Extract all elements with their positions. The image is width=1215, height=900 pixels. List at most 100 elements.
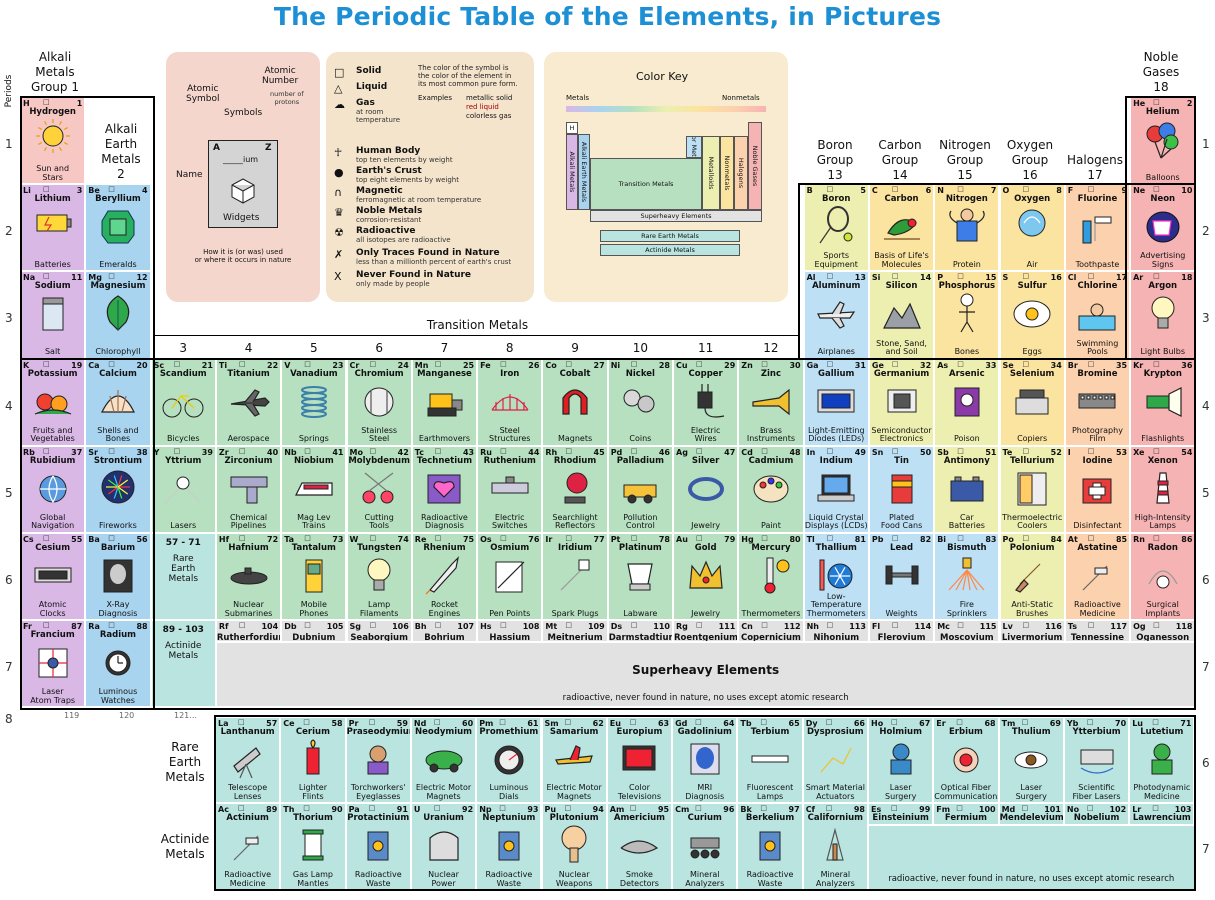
element-lanthanum: La 57 □ Lanthanum Telescope Lenses: [215, 717, 281, 803]
period-number: 2: [5, 224, 13, 239]
element-number: 36: [1181, 360, 1193, 370]
element-name: Copernicium: [740, 633, 801, 643]
element-symbol: Er: [936, 719, 946, 728]
period-number: 6: [1202, 573, 1210, 587]
element-name: Titanium: [227, 368, 270, 379]
key-superheavy-text: Superheavy Elements: [640, 212, 712, 220]
element-number: 48: [789, 447, 801, 457]
element-symbol: Hs: [480, 622, 492, 632]
element-name: Rubidium: [29, 455, 76, 466]
element-symbol: Zn: [741, 360, 753, 370]
element-name: Osmium: [490, 543, 530, 553]
legend-item-title: Liquid: [356, 82, 388, 92]
element-number: 20: [136, 360, 148, 370]
element-number: 118: [1175, 622, 1193, 632]
period-number-8: 8: [5, 712, 13, 726]
period-number: 7: [1202, 660, 1210, 675]
scissors-icon: [362, 472, 394, 504]
element-neptunium: Np 93 □ Neptunium Radioactive Waste: [476, 803, 542, 890]
element-name: Neodymium: [415, 727, 473, 737]
element-use: Swimming Pools: [1076, 338, 1119, 357]
color-note: The color of the symbol is the color of …: [418, 64, 518, 88]
element-name: Plutonium: [549, 813, 599, 823]
element-use: Electric Motor Magnets: [415, 783, 472, 801]
element-number: 58: [331, 719, 343, 728]
element-name: Astatine: [1077, 543, 1118, 553]
key-ium: _____ium: [223, 155, 259, 164]
example-2: red liquid: [466, 103, 499, 111]
element-tellurium: Te 52 □ Tellurium Thermoelectric Coolers: [999, 445, 1065, 533]
element-symbol: Re: [414, 535, 427, 544]
element-symbol: Cs: [23, 535, 34, 544]
element-name: Thorium: [293, 813, 333, 823]
element-name: Strontium: [93, 455, 143, 466]
key-nonmetals: Nonmetals: [720, 136, 734, 210]
key-rare-earth-text: Rare Earth Metals: [641, 232, 699, 240]
element-symbol: Ta: [284, 535, 295, 544]
group-label-g14: Carbon Group 14: [878, 138, 922, 182]
element-name: Cesium: [35, 543, 71, 553]
cube-icon: [231, 178, 255, 204]
element-name: Iodine: [1082, 455, 1113, 466]
element-thallium: Tl 81 □ Thallium Low-Temperature Thermometer…: [803, 533, 869, 621]
syringe-icon: [1083, 565, 1108, 591]
element-name: Berkelium: [745, 813, 795, 823]
element-number: 115: [979, 622, 997, 632]
legend-item-title: Never Found in Nature: [356, 270, 472, 280]
element-use: Stone, Sand, and Soil: [876, 338, 927, 357]
element-name: Rhenium: [423, 543, 466, 553]
state-icon: □: [891, 359, 900, 368]
element-name: Terbium: [750, 727, 790, 737]
element-symbol: Sr: [88, 447, 99, 457]
element-symbol: Ra: [88, 622, 100, 632]
pen-icon: [495, 561, 525, 593]
element-erbium: Er 68 □ Erbium Optical Fiber Communications: [933, 717, 999, 803]
state-icon: □: [761, 359, 769, 368]
element-symbol: Am: [609, 805, 625, 814]
fireworks-icon: [101, 470, 135, 504]
element-symbol: Ts: [1067, 622, 1077, 632]
element-name: Potassium: [27, 368, 78, 379]
element-beryllium: Be 4 □ Beryllium Emeralds: [85, 184, 151, 272]
phone-icon: [305, 559, 323, 593]
element-iodine: I 53 □ Iodine Disinfectant: [1064, 445, 1131, 533]
key-z: Z: [265, 143, 272, 153]
element-number: 6: [925, 186, 932, 196]
element-symbol: Ac: [218, 805, 229, 814]
element-symbol: K: [23, 360, 30, 370]
group-label-g15: Nitrogen Group 15: [939, 138, 991, 182]
element-use: Nuclear Power: [428, 870, 459, 888]
element-symbol: Cd: [741, 447, 753, 457]
element-use: Thermoelectric Coolers: [1002, 512, 1063, 531]
element-name: Actinium: [226, 813, 269, 823]
element-livermorium: Lv 116 □ Livermorium: [999, 620, 1065, 643]
element-name: Mercury: [751, 543, 791, 553]
legend-item-sub: at room temperature: [356, 108, 400, 124]
element-name: Dysprosium: [807, 727, 864, 737]
element-polonium: Po 84 □ Polonium Anti-Static Brushes: [999, 533, 1065, 621]
state-icon: □: [1022, 534, 1031, 542]
element-symbol: Cn: [741, 622, 753, 632]
element-terbium: Tb 65 □ Terbium Fluorescent Lamps: [737, 717, 803, 803]
element-name: Oganesson: [1136, 633, 1190, 643]
state-icon: □: [957, 359, 965, 368]
element-use: Emeralds: [99, 259, 137, 269]
group-label-g17: Halogens 17: [1067, 153, 1123, 182]
device-icon: [1080, 749, 1114, 774]
element-number: 106: [392, 622, 409, 632]
how-used-label: How it is (or was) used or where it occu…: [194, 248, 292, 264]
element-strontium: Sr 38 □ Strontium Fireworks: [85, 445, 151, 533]
state-icon: □: [304, 446, 312, 455]
rover-icon: [690, 837, 720, 859]
fblock-period-number: 7: [1202, 842, 1210, 856]
implant-icon: [1148, 570, 1178, 589]
element-number: 19: [71, 360, 83, 370]
state-icon: □: [891, 446, 900, 455]
element-gadolinium: Gd 64 □ Gadolinium MRI Diagnosis: [672, 717, 738, 803]
element-number: 114: [914, 622, 932, 632]
element-symbol: Ru: [480, 447, 492, 457]
element-name: Praseodymium: [346, 727, 411, 737]
superheavy-title: Superheavy Elements: [632, 663, 780, 678]
noble-outline: [1125, 96, 1196, 360]
element-use: High-Intensity Lamps: [1134, 512, 1191, 531]
